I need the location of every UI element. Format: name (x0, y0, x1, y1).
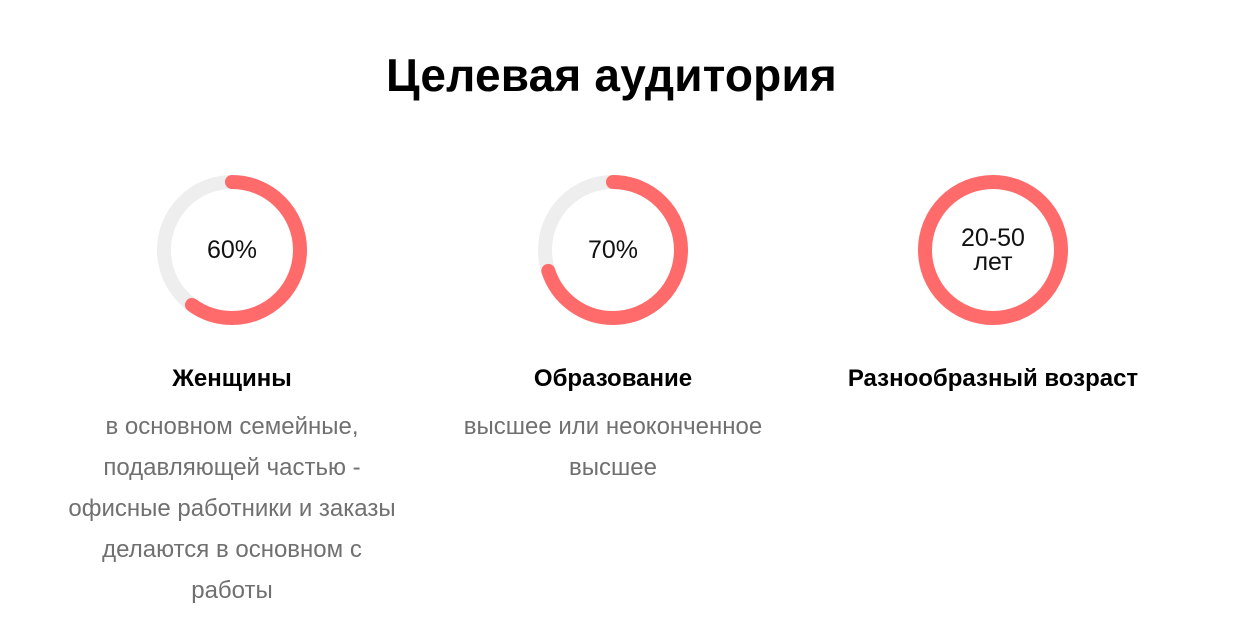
ring-value-text: 70% (587, 236, 639, 264)
stat-card-women: 60% Женщины в основном семейные, подавля… (42, 170, 422, 611)
ring-value-text: 20-50 (961, 224, 1025, 252)
stat-title: Образование (533, 365, 693, 392)
stat-card-age: 20-50 лет Разнообразный возраст (803, 170, 1183, 406)
progress-ring: 60% (152, 170, 312, 330)
progress-ring-chart (918, 175, 1068, 325)
stat-description: высшее или неоконченное высшее (463, 413, 763, 481)
page-title: Целевая аудитория (386, 48, 837, 101)
stat-title: Разнообразный возраст (847, 365, 1139, 392)
ring-fill (157, 175, 307, 325)
ring-value-unit: лет (973, 248, 1013, 276)
stat-title: Женщины (172, 365, 292, 392)
progress-ring-chart (157, 175, 307, 325)
ring-value: 70% (533, 170, 693, 330)
ring-fill (918, 175, 1068, 325)
progress-ring: 20-50 лет (913, 170, 1073, 330)
progress-ring-chart (538, 175, 688, 325)
ring-value: 20-50 лет (913, 170, 1073, 330)
stat-card-education: 70% Образование высшее или неоконченное … (423, 170, 803, 488)
ring-fill (538, 175, 688, 325)
stat-description: в основном семейные, подавляющей частью … (68, 413, 396, 604)
progress-ring: 70% (533, 170, 693, 330)
ring-value-text: 60% (206, 236, 258, 264)
ring-value: 60% (152, 170, 312, 330)
